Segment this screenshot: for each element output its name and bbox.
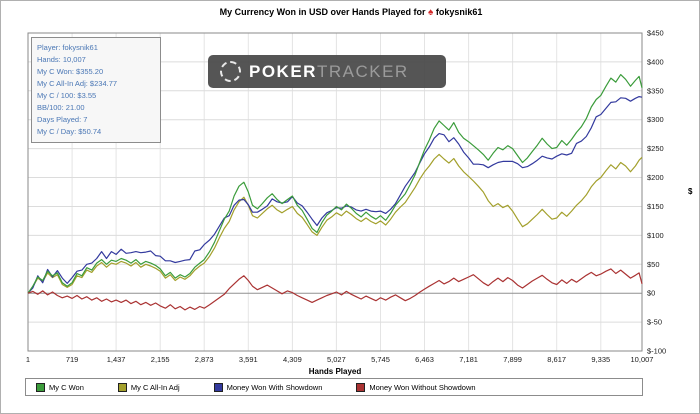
legend-item-all-in-adj: My C All-In Adj	[117, 382, 180, 392]
svg-text:6,463: 6,463	[415, 355, 434, 364]
svg-text:7,181: 7,181	[459, 355, 478, 364]
svg-text:$-100: $-100	[647, 347, 666, 356]
legend-label-with-showdown: Money Won With Showdown	[226, 382, 323, 392]
svg-text:$0: $0	[647, 289, 655, 298]
stat-days-played: Days Played: 7	[37, 115, 88, 124]
legend-label-all-in-adj: My C All-In Adj	[130, 382, 180, 392]
svg-text:8,617: 8,617	[547, 355, 566, 364]
svg-text:2,873: 2,873	[195, 355, 214, 364]
svg-text:719: 719	[66, 355, 79, 364]
legend-swatch-olive	[117, 382, 127, 392]
watermark-word-tracker: TRACKER	[316, 61, 409, 81]
pokertracker-watermark: POKER TRACKER	[208, 55, 446, 88]
svg-text:$50: $50	[647, 260, 660, 269]
svg-text:$450: $450	[647, 29, 664, 38]
chart-title: My Currency Won in USD over Hands Played…	[1, 7, 699, 18]
stat-c-per-day: My C / Day: $50.74	[37, 127, 102, 136]
svg-text:$150: $150	[647, 202, 664, 211]
svg-text:$300: $300	[647, 115, 664, 124]
stat-all-in-adj: My C All-In Adj: $234.77	[37, 79, 118, 88]
legend-swatch-red	[356, 382, 366, 392]
stat-player: Player: fokysnik61	[37, 43, 98, 52]
svg-text:4,309: 4,309	[283, 355, 302, 364]
pokerstars-spade-icon: ♠	[428, 7, 434, 18]
svg-text:$100: $100	[647, 231, 664, 240]
chart-title-player: fokysnik61	[435, 7, 483, 17]
svg-text:$250: $250	[647, 144, 664, 153]
svg-text:$350: $350	[647, 86, 664, 95]
svg-text:5,027: 5,027	[327, 355, 346, 364]
svg-text:10,007: 10,007	[631, 355, 654, 364]
session-stats-box: Player: fokysnik61 Hands: 10,007 My C Wo…	[31, 37, 161, 143]
stat-bb-100: BB/100: 21.00	[37, 103, 85, 112]
watermark-word-poker: POKER	[249, 61, 317, 81]
svg-text:$400: $400	[647, 57, 664, 66]
legend-label-without-showdown: Money Won Without Showdown	[369, 382, 476, 392]
svg-text:9,335: 9,335	[591, 355, 610, 364]
legend-item-with-showdown: Money Won With Showdown	[213, 382, 323, 392]
x-axis-label: Hands Played	[308, 367, 362, 376]
svg-text:7,899: 7,899	[503, 355, 522, 364]
legend-swatch-green	[36, 382, 45, 392]
svg-text:$-50: $-50	[647, 318, 662, 327]
chart-legend: My C Won My C All-In Adj Money Won With …	[25, 378, 643, 396]
legend-item-my-c-won: My C Won	[36, 382, 84, 392]
y-axis-label: $	[688, 187, 693, 196]
svg-text:$200: $200	[647, 173, 664, 182]
stat-hands: Hands: 10,007	[37, 55, 86, 64]
svg-text:5,745: 5,745	[371, 355, 390, 364]
poker-chip-icon	[220, 61, 241, 82]
stat-c-per-100: My C / 100: $3.55	[37, 91, 97, 100]
svg-text:1,437: 1,437	[107, 355, 126, 364]
svg-text:3,591: 3,591	[239, 355, 258, 364]
svg-text:1: 1	[26, 355, 30, 364]
legend-swatch-blue	[213, 382, 223, 392]
stat-my-c-won: My C Won: $355.20	[37, 67, 104, 76]
legend-item-without-showdown: Money Won Without Showdown	[356, 382, 476, 392]
chart-title-prefix: My Currency Won in USD over Hands Played…	[219, 7, 426, 17]
legend-label-my-c-won: My C Won	[49, 382, 84, 392]
svg-text:2,155: 2,155	[151, 355, 170, 364]
